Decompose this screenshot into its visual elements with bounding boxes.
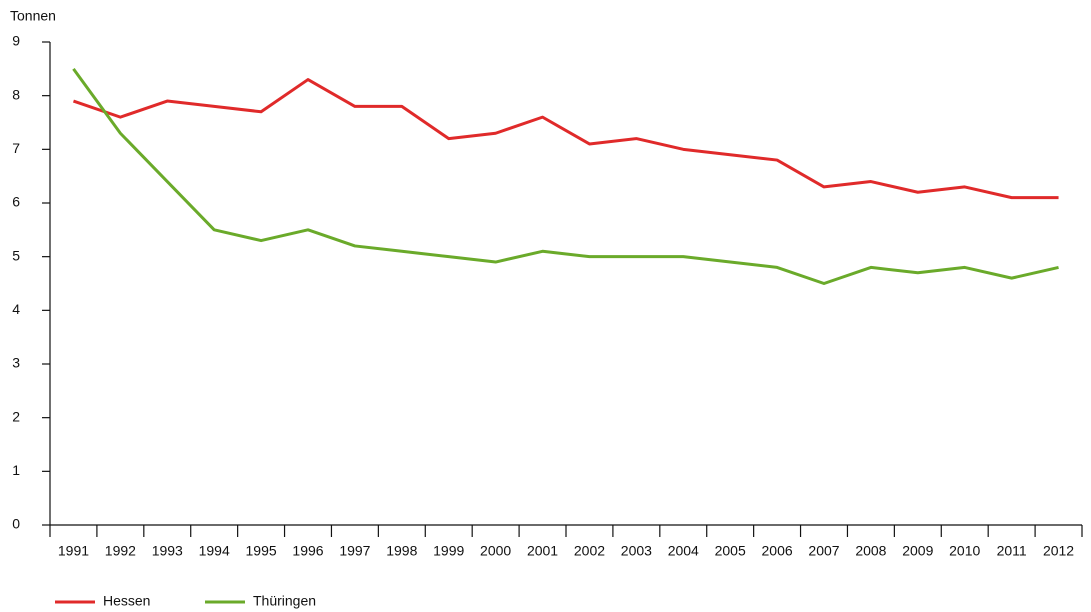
y-tick-label: 3 — [12, 355, 20, 371]
x-tick-label: 1991 — [58, 543, 89, 559]
x-tick-label: 2009 — [902, 543, 933, 559]
x-tick-label: 2006 — [762, 543, 793, 559]
series-line — [72, 67, 1059, 285]
y-axis-label: Tonnen — [10, 8, 56, 24]
x-tick-label: 1999 — [433, 543, 464, 559]
x-tick-label: 1997 — [339, 543, 370, 559]
x-tick-label: 1994 — [199, 543, 230, 559]
x-tick-label: 2002 — [574, 543, 605, 559]
y-tick-label: 5 — [12, 247, 20, 263]
x-tick-label: 2012 — [1043, 543, 1074, 559]
x-tick-label: 1995 — [246, 543, 277, 559]
y-tick-label: 9 — [12, 33, 20, 49]
x-tick-label: 2007 — [808, 543, 839, 559]
x-tick-label: 1992 — [105, 543, 136, 559]
legend-label: Thüringen — [253, 593, 316, 609]
x-tick-label: 2011 — [997, 543, 1027, 559]
x-tick-label: 2010 — [949, 543, 980, 559]
x-tick-label: 2005 — [715, 543, 746, 559]
x-tick-label: 2003 — [621, 543, 652, 559]
x-tick-label: 1998 — [386, 543, 417, 559]
x-tick-label: 2008 — [855, 543, 886, 559]
x-tick-label: 1993 — [152, 543, 183, 559]
y-tick-label: 8 — [12, 86, 20, 102]
x-tick-label: 1996 — [292, 543, 323, 559]
series-line — [72, 78, 1059, 200]
y-tick-label: 4 — [12, 301, 20, 317]
y-tick-label: 1 — [12, 462, 20, 478]
y-tick-label: 7 — [12, 140, 20, 156]
y-tick-label: 6 — [12, 194, 20, 210]
legend-label: Hessen — [103, 593, 150, 609]
y-tick-label: 0 — [12, 516, 20, 532]
x-tick-label: 2001 — [527, 543, 558, 559]
x-tick-label: 2000 — [480, 543, 511, 559]
y-tick-label: 2 — [12, 408, 20, 424]
x-tick-label: 2004 — [668, 543, 699, 559]
